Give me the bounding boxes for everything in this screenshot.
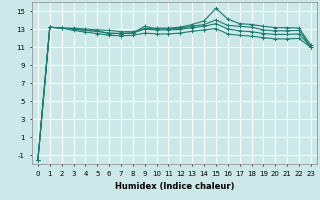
- X-axis label: Humidex (Indice chaleur): Humidex (Indice chaleur): [115, 183, 234, 192]
